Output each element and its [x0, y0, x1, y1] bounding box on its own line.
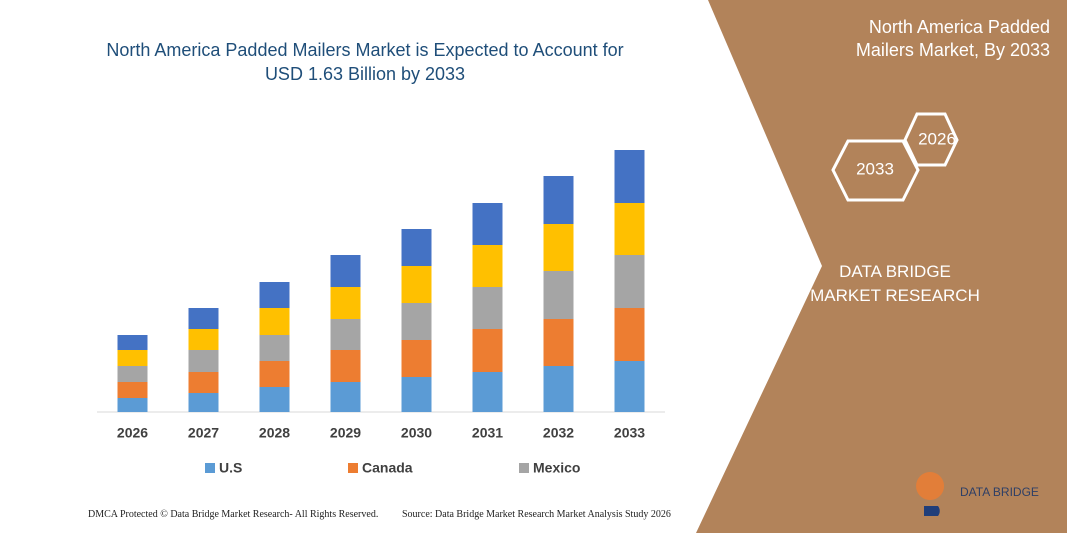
panel-title: North America Padded Mailers Market, By … — [855, 17, 1050, 60]
bar-segment — [472, 372, 503, 412]
bar-segment — [330, 287, 361, 319]
legend-label: U.S — [219, 460, 242, 476]
bar-segment — [614, 150, 645, 203]
x-tick-label: 2027 — [188, 425, 219, 441]
bar-segment — [188, 393, 219, 412]
hexagon — [831, 139, 920, 202]
bar-segment — [401, 340, 432, 377]
hex-label: 2026 — [918, 129, 956, 148]
bar-segment — [401, 266, 432, 303]
logo-mark — [916, 472, 945, 500]
bar-segment — [472, 287, 503, 329]
bar-segment — [614, 255, 645, 308]
bar-segment — [117, 366, 148, 382]
bar-segment — [117, 398, 148, 412]
bar-segment — [117, 350, 148, 366]
bar-segment — [543, 366, 574, 412]
x-tick-label: 2026 — [117, 425, 148, 441]
x-tick-label: 2029 — [330, 425, 361, 441]
footer-right: Source: Data Bridge Market Research Mark… — [402, 509, 671, 520]
x-tick-label: 2030 — [401, 425, 432, 441]
legend-swatch — [519, 463, 529, 473]
legend-label: Canada — [362, 460, 413, 476]
x-tick-label: 2033 — [614, 425, 645, 441]
bar-segment — [543, 271, 574, 319]
bar-segment — [188, 372, 219, 393]
bar-segment — [472, 329, 503, 372]
logo-mark — [924, 506, 940, 516]
bar-segment — [401, 303, 432, 340]
bar-segment — [330, 382, 361, 412]
panel-brand: DATA BRIDGE MARKET RESEARCH — [810, 262, 980, 305]
bar-segment — [188, 329, 219, 350]
bar-segment — [614, 203, 645, 255]
bar-segment — [259, 361, 290, 387]
bar-segment — [472, 203, 503, 245]
side-panel — [696, 0, 1067, 533]
bar-segment — [543, 176, 574, 224]
bar-segment — [259, 335, 290, 361]
bar-segment — [401, 229, 432, 266]
bar-segment — [614, 308, 645, 361]
x-tick-label: 2031 — [472, 425, 503, 441]
bar-segment — [188, 350, 219, 372]
bar-segment — [259, 387, 290, 412]
x-tick-label: 2028 — [259, 425, 290, 441]
legend-swatch — [205, 463, 215, 473]
bar-segment — [543, 224, 574, 271]
bar-segment — [117, 382, 148, 398]
bar-segment — [259, 282, 290, 308]
bar-segment — [543, 319, 574, 366]
bar-segment — [472, 245, 503, 287]
bar-segment — [188, 308, 219, 329]
bar-segment — [330, 255, 361, 287]
bar-segment — [117, 335, 148, 350]
legend-label: Mexico — [533, 460, 580, 476]
bar-segment — [614, 361, 645, 412]
chart-title: North America Padded Mailers Market is E… — [106, 40, 624, 84]
legend-swatch — [348, 463, 358, 473]
x-tick-label: 2032 — [543, 425, 574, 441]
bar-segment — [259, 308, 290, 335]
bar-segment — [401, 377, 432, 412]
bar-segment — [330, 350, 361, 382]
footer-left: DMCA Protected © Data Bridge Market Rese… — [88, 509, 379, 520]
logo-text: DATA BRIDGE — [960, 485, 1039, 499]
hex-label: 2033 — [856, 159, 894, 178]
bar-segment — [330, 319, 361, 350]
